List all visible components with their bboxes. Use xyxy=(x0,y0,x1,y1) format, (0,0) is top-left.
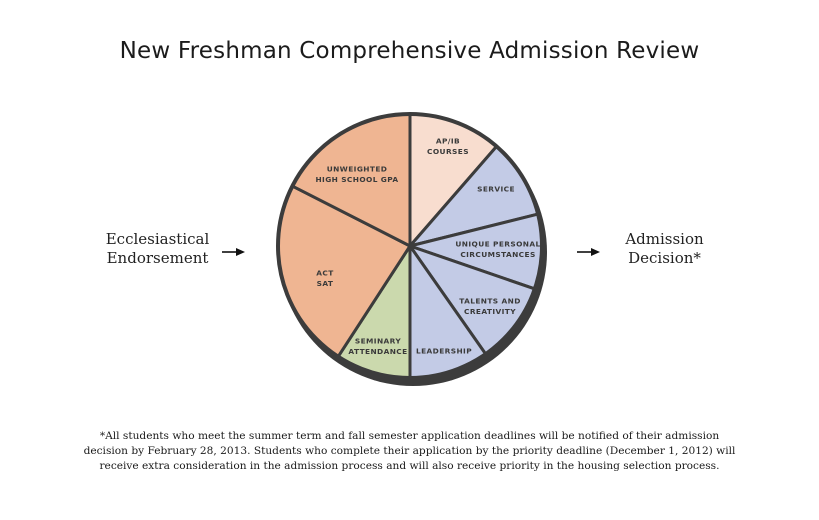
pie-label-act-sat: ACT SAT xyxy=(316,268,333,288)
pie-outer-ring xyxy=(276,112,544,380)
right-label-line1: Admission xyxy=(625,230,704,248)
right-arrow-icon xyxy=(577,248,600,256)
footnote-line2: decision by February 28, 2013. Students … xyxy=(83,445,736,457)
pie-label-talents: TALENTS AND CREATIVITY xyxy=(459,296,521,316)
page-title: New Freshman Comprehensive Admission Rev… xyxy=(119,38,700,64)
left-label-line1: Ecclesiastical xyxy=(105,230,210,248)
pie-label-service: SERVICE xyxy=(477,185,515,194)
left-arrow-icon xyxy=(222,248,245,256)
pie-label-seminary: SEMINARY ATTENDANCE xyxy=(348,336,407,356)
footnote-line3: receive extra consideration in the admis… xyxy=(99,460,720,472)
pie-label-leadership: LEADERSHIP xyxy=(416,347,472,356)
admission-decision-label: Admission Decision* xyxy=(612,230,717,268)
pie-label-unique: UNIQUE PERSONAL CIRCUMSTANCES xyxy=(455,239,540,259)
footnote-line1: *All students who meet the summer term a… xyxy=(99,430,720,442)
pie-label-ap-ib: AP/IB COURSES xyxy=(427,136,469,156)
pie-label-gpa: UNWEIGHTED HIGH SCHOOL GPA xyxy=(315,164,398,184)
ecclesiastical-endorsement-label: Ecclesiastical Endorsement xyxy=(100,230,215,268)
right-label-line2: Decision* xyxy=(628,249,701,267)
footnote: *All students who meet the summer term a… xyxy=(60,429,759,474)
left-label-line2: Endorsement xyxy=(106,249,209,267)
